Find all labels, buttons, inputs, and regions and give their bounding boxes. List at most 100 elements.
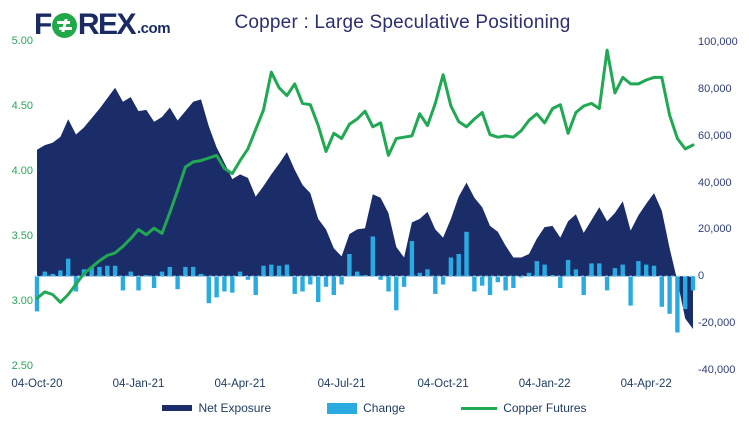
logo-o-icon (51, 12, 77, 38)
right-axis-tick: 100,000 (698, 36, 738, 48)
change-swatch-icon (327, 402, 358, 414)
change-bar (644, 264, 649, 277)
change-bar (245, 276, 251, 280)
change-bar (261, 265, 266, 277)
right-axis-tick: 40,000 (698, 176, 732, 189)
net-exposure-area (37, 87, 693, 329)
change-bar (464, 231, 469, 277)
change-bar (487, 276, 493, 295)
legend-label: Net Exposure (198, 401, 272, 415)
change-bar (573, 269, 579, 277)
change-bar (675, 276, 680, 333)
legend: Net Exposure Change Copper Futures (0, 401, 749, 415)
change-bar (206, 276, 211, 304)
x-axis-tick: 04-Apr-22 (620, 378, 672, 390)
change-bar (105, 265, 110, 277)
change-bar (292, 276, 297, 294)
change-bar (417, 272, 422, 277)
change-bar (151, 276, 157, 288)
change-bar (230, 276, 235, 293)
legend-item-copper-futures: Copper Futures (461, 401, 587, 415)
right-axis-tick: 20,000 (698, 223, 732, 236)
change-bar (628, 276, 633, 306)
change-bar (308, 276, 313, 285)
change-bar (253, 276, 258, 295)
change-bar (667, 276, 672, 314)
change-bar (386, 276, 391, 292)
change-bar (159, 271, 165, 277)
net-exposure-swatch-icon (162, 405, 193, 411)
legend-item-net-exposure: Net Exposure (162, 401, 271, 415)
change-bar (50, 273, 55, 277)
change-bar (597, 263, 602, 277)
x-axis-tick: 04-Jan-22 (518, 378, 571, 390)
x-axis-tick: 04-Oct-21 (417, 378, 469, 390)
change-bar (214, 276, 219, 298)
change-bar (66, 258, 71, 277)
left-axis-tick: 2.50 (11, 360, 33, 372)
change-bar (175, 276, 180, 290)
change-bar (120, 276, 126, 291)
change-bar (370, 236, 375, 277)
change-bar (589, 263, 594, 277)
change-bar (276, 265, 282, 277)
change-bar (511, 276, 516, 288)
change-bar (237, 271, 243, 277)
change-bar (222, 276, 227, 292)
change-bar (284, 264, 290, 277)
left-axis-tick: 5.00 (11, 35, 33, 47)
change-bar (42, 271, 47, 277)
change-bar (144, 275, 149, 277)
right-axis-tick: -20,000 (698, 317, 736, 330)
copper-futures-line (35, 48, 695, 304)
chart-title: Copper : Large Speculative Positioning (234, 12, 571, 33)
left-axis-tick: 3.50 (11, 230, 33, 242)
x-axis-tick: 04-Jul-21 (317, 378, 366, 390)
change-bar (355, 271, 360, 277)
change-bar (316, 276, 321, 303)
change-bar (34, 276, 40, 312)
copper-futures-swatch-icon (461, 406, 498, 410)
change-bar (97, 266, 102, 277)
change-bar (409, 241, 415, 277)
change-bar (581, 276, 586, 295)
change-bar (534, 261, 539, 277)
change-bar (542, 264, 547, 277)
change-bar (323, 276, 329, 287)
change-bar (526, 272, 532, 277)
change-bar (198, 273, 204, 277)
change-bar (167, 266, 172, 277)
change-bar (448, 257, 454, 277)
change-bar (339, 276, 344, 285)
change-bar (495, 276, 500, 283)
change-bar (425, 269, 430, 277)
change-bar (89, 266, 94, 277)
legend-item-change: Change (327, 401, 405, 415)
change-bar (136, 276, 141, 291)
change-bar (472, 276, 477, 292)
change-bar (269, 264, 274, 277)
left-axis-tick: 4.50 (11, 100, 33, 112)
change-bar (612, 268, 618, 277)
right-axis-tick: -40,000 (698, 364, 736, 376)
change-bar (558, 276, 563, 288)
change-bar (378, 276, 383, 280)
change-bar (183, 266, 188, 277)
change-bar (690, 276, 696, 291)
logo-text-f: F (34, 8, 52, 41)
change-bar (347, 254, 352, 277)
change-bar (394, 276, 399, 311)
logo-text-rex: REX (77, 8, 137, 41)
change-bar (331, 276, 336, 295)
change-bar (191, 266, 196, 277)
logo-text-com: .com (137, 20, 171, 37)
change-bar (651, 265, 657, 277)
change-bar (433, 276, 438, 294)
change-bar (300, 276, 305, 292)
left-axis-tick: 3.00 (11, 295, 33, 307)
left-axis-tick: 4.00 (11, 165, 33, 177)
x-axis-tick: 04-Oct-20 (11, 378, 63, 390)
forex-logo: F REX .com (34, 8, 171, 41)
legend-label: Copper Futures (503, 401, 587, 415)
